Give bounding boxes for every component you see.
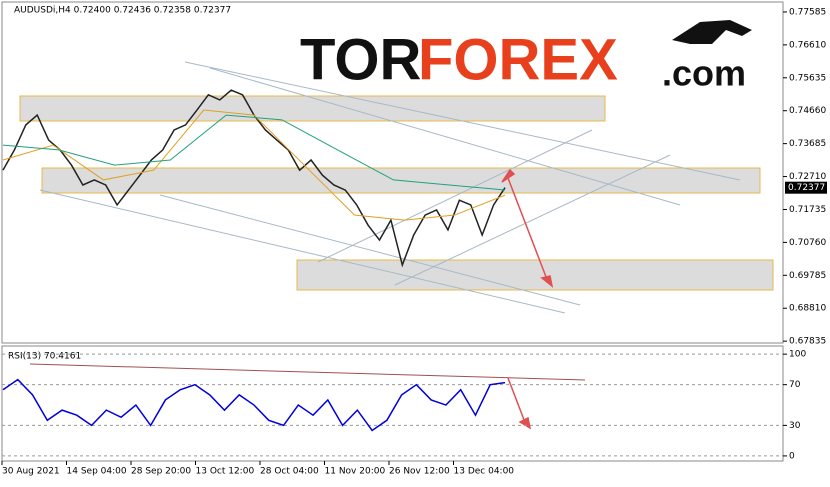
y-tick-label: 0.72710	[789, 172, 826, 182]
y-tick-label: 0.68810	[789, 304, 826, 314]
logo-brand: TOR	[300, 27, 421, 92]
y-tick-label: 70	[789, 380, 801, 390]
arrow-head	[501, 168, 516, 183]
logo-bull	[672, 20, 752, 44]
x-tick-label: 14 Sep 04:00	[67, 467, 127, 477]
y-tick-label: 30	[789, 421, 801, 431]
trend-line	[39, 189, 566, 314]
trend-line	[209, 67, 681, 206]
y-tick-label: 0.76610	[789, 40, 826, 50]
y-tick-label: 0.73685	[789, 139, 826, 149]
y-tick-label: 100	[789, 350, 806, 360]
y-tick-label: 0.70760	[789, 238, 826, 248]
x-tick-label: 28 Oct 04:00	[260, 467, 319, 477]
y-tick-label: 0.75635	[789, 73, 826, 83]
logo: TOR FOREX .com	[300, 20, 752, 94]
trend-line	[394, 154, 671, 286]
x-tick-label: 13 Dec 04:00	[454, 467, 515, 477]
y-tick-label: 0.77585	[789, 7, 826, 17]
last-price-label: 0.72377	[788, 183, 825, 193]
x-tick-label: 30 Aug 2021	[2, 467, 60, 477]
rsi-title: RSI(13) 70.4161	[8, 352, 81, 362]
x-tick-label: 26 Nov 12:00	[389, 467, 450, 477]
zone	[296, 259, 774, 291]
arrows	[501, 168, 554, 430]
x-tick-label: 28 Sep 20:00	[131, 467, 191, 477]
logo-accent: FOREX	[418, 27, 618, 92]
arrow	[507, 177, 549, 283]
zone	[19, 95, 606, 122]
trend-line	[29, 363, 586, 381]
y-tick-label: 0.71735	[789, 205, 826, 215]
y-tick-label: 0.74660	[789, 106, 826, 116]
logo-suffix: .com	[662, 53, 746, 94]
y-tick-label: 0	[789, 451, 795, 461]
chart-title: AUDUSDi,H4 0.72400 0.72436 0.72358 0.723…	[14, 6, 231, 16]
y-tick-label: 0.69785	[789, 271, 826, 281]
x-tick-label: 13 Oct 12:00	[196, 467, 255, 477]
series-line	[2, 109, 506, 221]
series-line	[2, 378, 506, 432]
rsi-panel	[1, 345, 784, 462]
series-line	[2, 114, 506, 191]
arrow	[507, 377, 527, 426]
arrow-head	[540, 275, 554, 288]
trend-line	[184, 61, 741, 181]
trend-line	[317, 129, 593, 263]
trend-lines	[29, 61, 741, 381]
y-tick-label: 0.67835	[789, 337, 826, 347]
x-tick-label: 11 Nov 20:00	[325, 467, 386, 477]
trend-line	[159, 194, 581, 306]
last-price-box	[785, 181, 827, 194]
